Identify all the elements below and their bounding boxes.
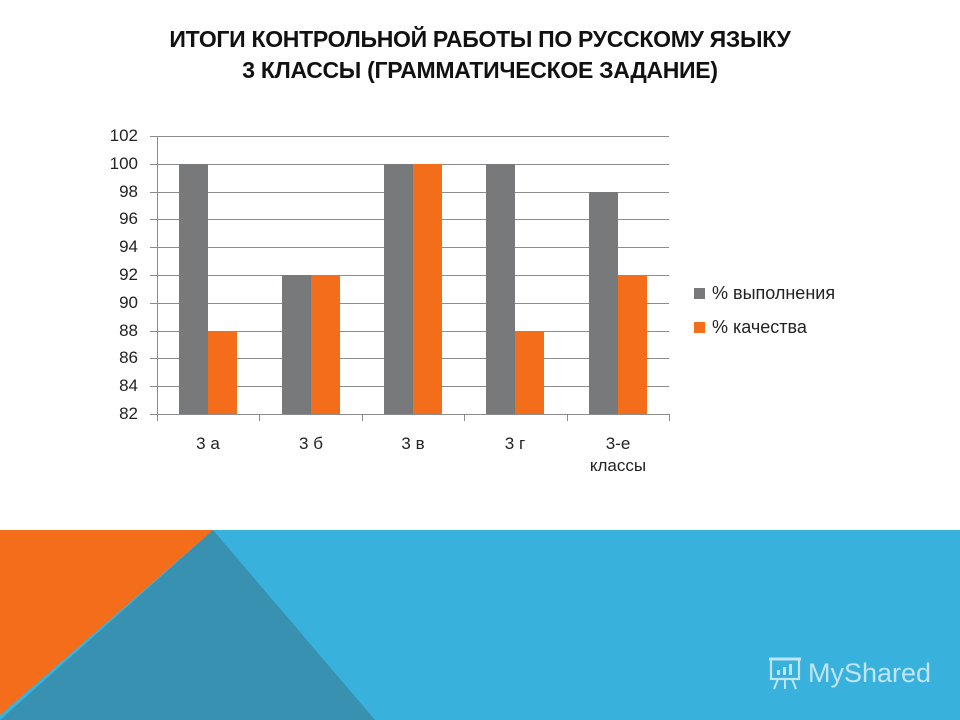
bar-completion (384, 164, 413, 414)
slide-title: ИТОГИ КОНТРОЛЬНОЙ РАБОТЫ ПО РУССКОМУ ЯЗЫ… (0, 24, 960, 86)
chart-legend: % выполнения % качества (694, 276, 835, 344)
x-tick-mark (464, 414, 465, 421)
legend-item: % качества (694, 310, 835, 344)
watermark: MyShared (768, 655, 931, 691)
x-category-label: 3-е классы (567, 433, 669, 477)
y-tick-label: 88 (119, 321, 138, 340)
y-tick-label: 102 (109, 126, 138, 145)
bar-chart: 102 100 98 96 94 92 90 88 86 84 82 3 а 3 б 3 в 3 г 3-е к… (109, 126, 670, 477)
title-line-2: 3 КЛАССЫ (ГРАММАТИЧЕСКОЕ ЗАДАНИЕ) (242, 57, 718, 83)
x-tick-mark (259, 414, 260, 421)
bar-quality (515, 331, 544, 414)
x-category-label: 3 г (464, 433, 566, 455)
x-tick-mark (669, 414, 670, 421)
x-category-label: 3 а (157, 433, 259, 455)
x-category-label-line: 3 б (299, 434, 323, 453)
legend-label: % выполнения (712, 282, 836, 303)
y-tick-label: 96 (119, 209, 138, 228)
x-category-label-line: 3 а (196, 434, 220, 453)
legend-item: % выполнения (694, 276, 835, 310)
bar-completion (486, 164, 515, 414)
x-category-label-line: 3-е (605, 434, 631, 453)
bar-completion (589, 192, 618, 414)
presentation-board-icon (769, 657, 801, 690)
title-line-1: ИТОГИ КОНТРОЛЬНОЙ РАБОТЫ ПО РУССКОМУ ЯЗЫ… (169, 26, 791, 52)
y-tick-label: 92 (119, 265, 138, 284)
y-axis (157, 136, 158, 421)
decorative-banner (0, 530, 960, 720)
x-tick-mark (567, 414, 568, 421)
legend-swatch (694, 321, 705, 333)
gridline (150, 136, 669, 137)
bar-quality (311, 275, 340, 414)
bar-completion (179, 164, 208, 414)
x-category-label-line: 3 г (504, 434, 526, 453)
gridline (150, 414, 669, 415)
y-tick-label: 90 (119, 293, 138, 312)
y-tick-label: 84 (119, 376, 138, 395)
watermark-text: MyShared (808, 657, 932, 688)
bar-quality (208, 331, 237, 414)
y-tick-label: 82 (119, 404, 138, 423)
legend-swatch (694, 287, 705, 299)
x-category-label-line: 3 в (401, 434, 425, 453)
bar-completion (282, 275, 311, 414)
y-tick-label: 86 (119, 348, 138, 367)
legend-label: % качества (712, 316, 807, 337)
x-category-label-line: классы (589, 456, 647, 475)
bar-quality (618, 275, 647, 414)
x-tick-mark (362, 414, 363, 421)
y-tick-label: 100 (109, 154, 138, 173)
x-category-label: 3 б (260, 433, 362, 455)
bar-quality (413, 164, 442, 414)
y-tick-label: 98 (119, 182, 138, 201)
y-tick-label: 94 (119, 237, 138, 256)
x-category-label: 3 в (362, 433, 464, 455)
